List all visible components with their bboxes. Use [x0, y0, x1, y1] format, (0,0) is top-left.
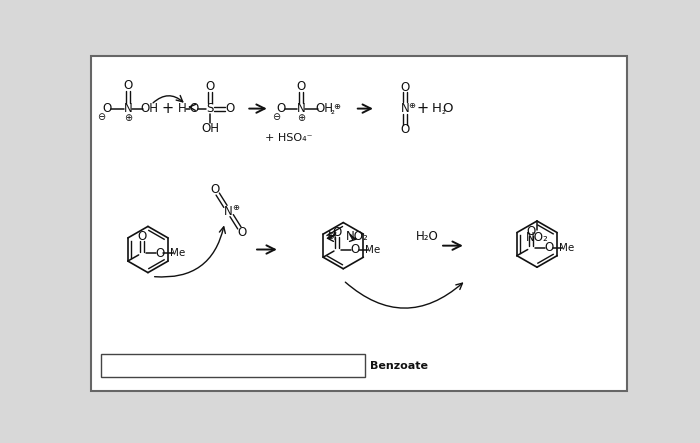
Text: H: H	[431, 102, 441, 115]
Text: ⊕: ⊕	[408, 101, 415, 110]
Text: + HSO₄⁻: + HSO₄⁻	[265, 133, 313, 143]
Text: O: O	[189, 102, 198, 115]
Text: N: N	[123, 102, 132, 115]
Text: O: O	[225, 102, 234, 115]
Text: ⊕: ⊕	[124, 113, 132, 123]
Text: ₂: ₂	[330, 106, 335, 116]
Text: O: O	[210, 183, 219, 196]
Text: +: +	[416, 101, 428, 116]
Text: Me: Me	[170, 249, 185, 258]
Text: N: N	[224, 205, 233, 218]
Text: NO₂: NO₂	[346, 230, 369, 243]
Text: OH: OH	[201, 122, 219, 135]
Text: ⊕: ⊕	[326, 231, 334, 241]
Text: O: O	[205, 80, 215, 93]
Text: O: O	[137, 230, 146, 243]
Text: H: H	[328, 230, 337, 243]
Text: ₂: ₂	[441, 106, 445, 116]
Text: O: O	[123, 79, 132, 92]
Text: ⊕: ⊕	[298, 113, 305, 123]
Text: OH: OH	[141, 102, 158, 115]
Text: O: O	[102, 102, 111, 115]
Text: ⊕: ⊕	[334, 102, 341, 111]
Text: O: O	[276, 102, 286, 115]
Text: ⊕: ⊕	[232, 202, 239, 212]
Text: ⊖: ⊖	[272, 112, 280, 122]
Text: N: N	[401, 102, 410, 115]
Text: S: S	[206, 102, 214, 115]
Text: O: O	[544, 241, 553, 254]
Text: ⊖: ⊖	[97, 112, 106, 122]
Text: O: O	[442, 102, 453, 115]
Text: O: O	[350, 243, 360, 256]
Text: O: O	[400, 123, 410, 136]
Text: O: O	[526, 225, 536, 237]
Text: N: N	[297, 102, 306, 115]
Text: O: O	[297, 80, 306, 93]
Text: O: O	[238, 226, 247, 239]
Text: OH: OH	[315, 102, 333, 115]
Text: +: +	[161, 101, 174, 116]
Text: Reaction Mechanism: Nitration of Methtyl Benzoate: Reaction Mechanism: Nitration of Methtyl…	[105, 361, 428, 371]
Text: H: H	[178, 102, 186, 115]
Text: Me: Me	[559, 243, 574, 253]
Text: Me: Me	[365, 245, 380, 255]
Text: O: O	[332, 226, 342, 239]
FancyBboxPatch shape	[90, 56, 627, 391]
Text: O: O	[400, 81, 410, 93]
Text: H₂O: H₂O	[416, 230, 438, 243]
FancyBboxPatch shape	[102, 354, 365, 377]
Text: O: O	[155, 247, 164, 260]
Text: NO₂: NO₂	[526, 231, 548, 245]
